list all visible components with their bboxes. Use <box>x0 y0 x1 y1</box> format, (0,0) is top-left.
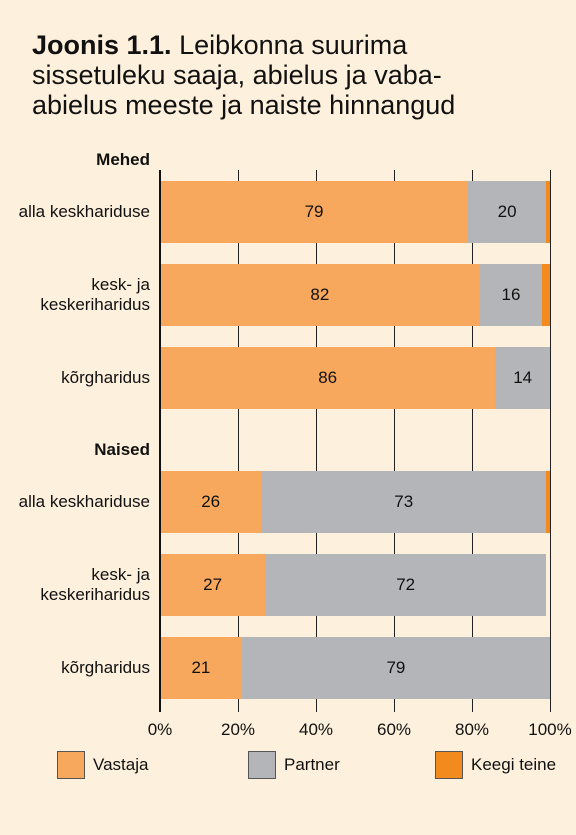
x-tick-label: 80% <box>454 720 490 739</box>
legend-label: Vastaja <box>93 755 149 774</box>
legend-label: Partner <box>284 755 340 774</box>
grid-line <box>237 170 239 712</box>
bar-segment <box>542 264 550 326</box>
bar-segment <box>265 554 547 616</box>
axis-line <box>159 170 161 712</box>
group-label: Naised <box>94 440 150 459</box>
bar-segment <box>160 264 480 326</box>
group-label: Mehed <box>96 150 150 169</box>
legend-swatch <box>57 751 85 779</box>
category-label: alla keskhariduse <box>18 202 150 221</box>
x-tick-label: 40% <box>298 720 334 739</box>
bar-segment <box>160 347 496 409</box>
value-label: 20 <box>497 202 517 221</box>
value-label: 82 <box>310 285 330 304</box>
grid-line <box>393 170 395 712</box>
title-block: Joonis 1.1. Leibkonna suurima sissetulek… <box>32 30 522 120</box>
legend-swatch <box>248 751 276 779</box>
bar-segment <box>160 637 242 699</box>
value-label: 72 <box>396 575 416 594</box>
bar-segment <box>468 181 547 243</box>
grid-line <box>549 170 551 712</box>
value-label: 73 <box>394 492 414 511</box>
title-label: Joonis 1.1. <box>32 30 172 60</box>
x-tick-label: 0% <box>147 720 173 739</box>
value-label: 14 <box>513 368 533 387</box>
value-label: 16 <box>501 285 521 304</box>
value-label: 86 <box>318 368 338 387</box>
legend-label: Keegi teine <box>471 755 557 774</box>
category-label: kesk- ja keskeriharidus <box>40 565 150 604</box>
x-tick-label: 60% <box>376 720 412 739</box>
value-label: 79 <box>304 202 324 221</box>
bar-segment <box>479 264 543 326</box>
value-label: 21 <box>191 658 211 677</box>
grid-line <box>315 170 317 712</box>
category-label: kõrgharidus <box>61 658 150 677</box>
bar-segment <box>160 554 266 616</box>
chart-title: Leibkonna suurima sissetuleku saaja, abi… <box>32 30 456 120</box>
bar-segment <box>495 347 550 409</box>
bar-segment <box>160 471 262 533</box>
value-label: 27 <box>203 575 223 594</box>
bar-segment <box>241 637 550 699</box>
legend-swatch <box>435 751 463 779</box>
bar-segment <box>546 181 550 243</box>
value-label: 79 <box>386 658 406 677</box>
value-label: 26 <box>201 492 221 511</box>
bar-segment <box>160 181 469 243</box>
bar-segment <box>546 471 550 533</box>
bar-segment <box>261 471 547 533</box>
category-label: kesk- ja keskeriharidus <box>40 275 150 314</box>
grid-line <box>471 170 473 712</box>
x-tick-label: 20% <box>220 720 256 739</box>
category-label: kõrgharidus <box>61 368 150 387</box>
category-label: alla keskhariduse <box>18 492 150 511</box>
x-tick-label: 100% <box>528 720 572 739</box>
